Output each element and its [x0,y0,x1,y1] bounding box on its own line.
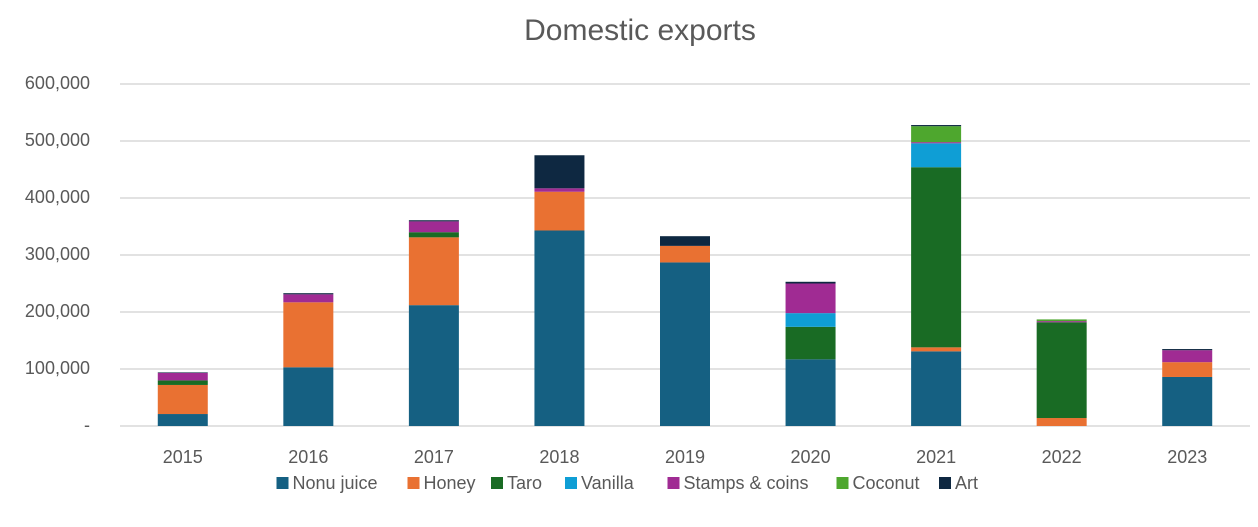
bar-segment [911,142,962,144]
legend-label: Art [955,473,978,493]
bar-segment [911,351,962,426]
bar-segment [283,302,334,368]
bar-segment [408,221,459,233]
bar-segment [534,230,585,426]
bar-segment [660,245,710,263]
bar-segment [283,367,334,426]
chart-title: Domestic exports [524,14,756,47]
bar-segment [283,294,334,303]
x-tick-label: 2019 [665,447,705,467]
legend-label: Taro [507,473,542,493]
bar-segment [157,384,208,415]
x-tick-label: 2023 [1167,447,1207,467]
bar-segment [785,359,836,426]
y-tick-label: 100,000 [25,358,90,378]
x-tick-label: 2017 [414,447,454,467]
bar-segment [157,414,208,426]
legend-swatch [565,477,577,489]
bar-segment [911,167,962,348]
legend-swatch [276,477,289,489]
bar-segment [911,126,962,143]
bar-segment [785,313,836,327]
x-tick-label: 2022 [1042,447,1082,467]
y-tick-label: 200,000 [25,301,90,321]
x-tick-label: 2015 [163,447,203,467]
bar-segment [660,262,710,426]
y-tick-label: 500,000 [25,130,90,150]
bar-segment [785,281,836,284]
legend-label: Nonu juice [293,473,378,493]
bar-segment [1036,321,1087,323]
y-tick-label: - [84,415,90,435]
bar-segment [408,220,459,222]
legend-swatch [491,477,503,489]
y-tick-label: 600,000 [25,73,90,93]
bar-segment [534,155,585,189]
legend-swatch [407,477,420,489]
bar-segment [1162,350,1213,363]
bar-segment [283,293,334,295]
bar-segment [1162,349,1213,351]
bar-segment [408,305,459,426]
bar-segment [911,143,962,168]
bar-segment [157,372,208,373]
legend-label: Stamps & coins [684,473,809,493]
bar-segment [785,283,836,314]
bar-segment [785,326,836,360]
bar-segment [1162,376,1213,426]
legend-swatch [939,477,951,489]
bar-segment [1036,319,1087,322]
bar-segment [911,347,962,352]
bar-segment [660,236,710,246]
bar-segment [1162,362,1213,377]
bar-segment [408,232,459,238]
x-tick-label: 2020 [791,447,831,467]
bar-segment [534,191,585,231]
bar-segment [534,188,585,192]
y-tick-label: 400,000 [25,187,90,207]
bar-segment [911,125,962,127]
x-tick-label: 2016 [288,447,328,467]
legend-label: Vanilla [581,473,635,493]
x-tick-label: 2018 [539,447,579,467]
legend-swatch [836,477,849,489]
bar-segment [1036,322,1087,419]
y-tick-label: 300,000 [25,244,90,264]
bar-segment [157,372,208,381]
x-tick-label: 2021 [916,447,956,467]
bar-segment [408,237,459,306]
legend-label: Coconut [853,473,920,493]
bar-segment [157,380,208,385]
bar-segment [1036,418,1087,426]
legend-swatch [667,477,680,489]
legend-label: Honey [424,473,476,493]
